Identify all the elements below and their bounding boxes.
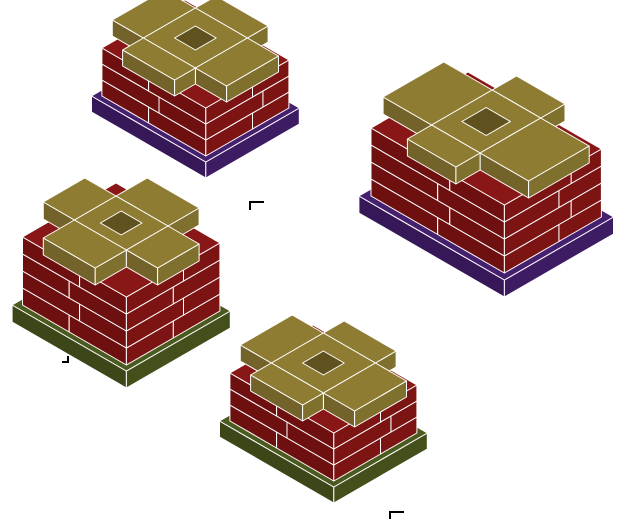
corner-mark — [390, 512, 404, 519]
corner-mark — [250, 202, 264, 210]
corner-mark — [62, 356, 68, 362]
